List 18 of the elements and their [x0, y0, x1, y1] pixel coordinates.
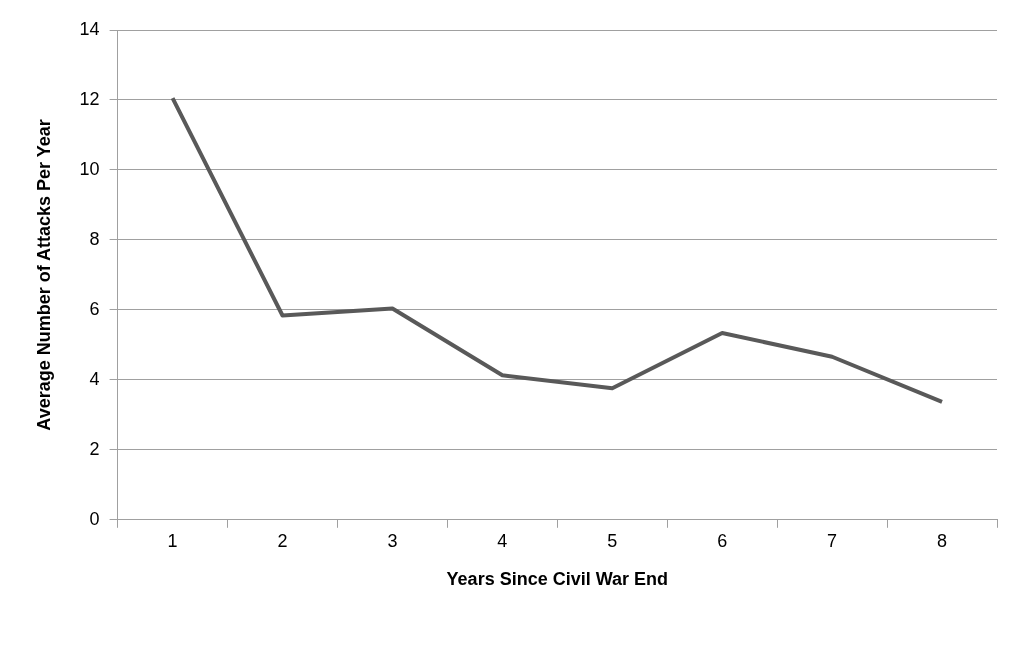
y-tick-label: 0	[89, 508, 100, 529]
y-axis-title: Average Number of Attacks Per Year	[33, 119, 54, 431]
x-tick-label: 6	[717, 530, 728, 551]
x-tick-label: 8	[937, 530, 948, 551]
x-tick-label: 2	[277, 530, 288, 551]
y-tick-label: 10	[79, 158, 100, 179]
y-tick-label: 14	[79, 18, 100, 39]
x-tick-label: 1	[167, 530, 178, 551]
x-tick-label: 5	[607, 530, 618, 551]
y-tick-label: 4	[89, 368, 100, 389]
y-tick-label: 12	[79, 88, 100, 109]
y-tick-label: 6	[89, 298, 100, 319]
x-tick-label: 7	[827, 530, 838, 551]
x-axis-title: Years Since Civil War End	[446, 569, 669, 590]
y-tick-label: 8	[89, 228, 100, 249]
x-tick-label: 4	[497, 530, 508, 551]
y-tick-label: 2	[89, 438, 100, 459]
x-tick-label: 3	[387, 530, 398, 551]
